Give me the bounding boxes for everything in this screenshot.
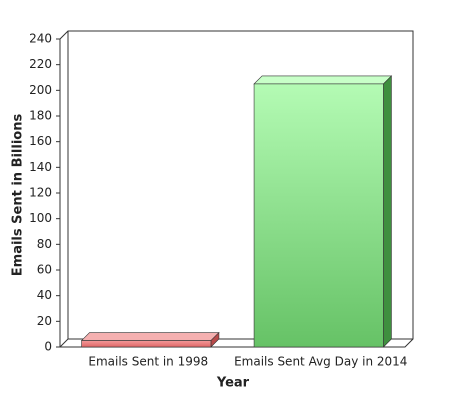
- y-tick-label: 240: [29, 32, 52, 46]
- y-tick-label: 180: [29, 109, 52, 123]
- y-tick-label: 40: [37, 288, 52, 302]
- x-tick-label: Emails Sent in 1998: [88, 355, 208, 369]
- y-tick-label: 120: [29, 186, 52, 200]
- bar-top: [253, 75, 393, 85]
- bar-side: [383, 75, 392, 348]
- y-axis-title: Emails Sent in Billions: [11, 114, 26, 277]
- y-tick-label: 100: [29, 211, 52, 225]
- y-tick-label: 140: [29, 160, 52, 174]
- bar: [253, 83, 384, 348]
- y-tick-label: 80: [37, 237, 52, 251]
- bar-top: [80, 332, 220, 341]
- floor-edge: [59, 338, 69, 348]
- x-tick-label: Emails Sent Avg Day in 2014: [234, 355, 407, 369]
- y-tick-label: 60: [37, 263, 52, 277]
- y-tick-label: 20: [37, 314, 52, 328]
- y-tick-label: 220: [29, 57, 52, 71]
- bar: [81, 340, 212, 348]
- y-tick-label: 200: [29, 83, 52, 97]
- y-tick-label: 160: [29, 134, 52, 148]
- y-tick-label: 0: [44, 340, 52, 354]
- x-axis-title: Year: [216, 376, 250, 391]
